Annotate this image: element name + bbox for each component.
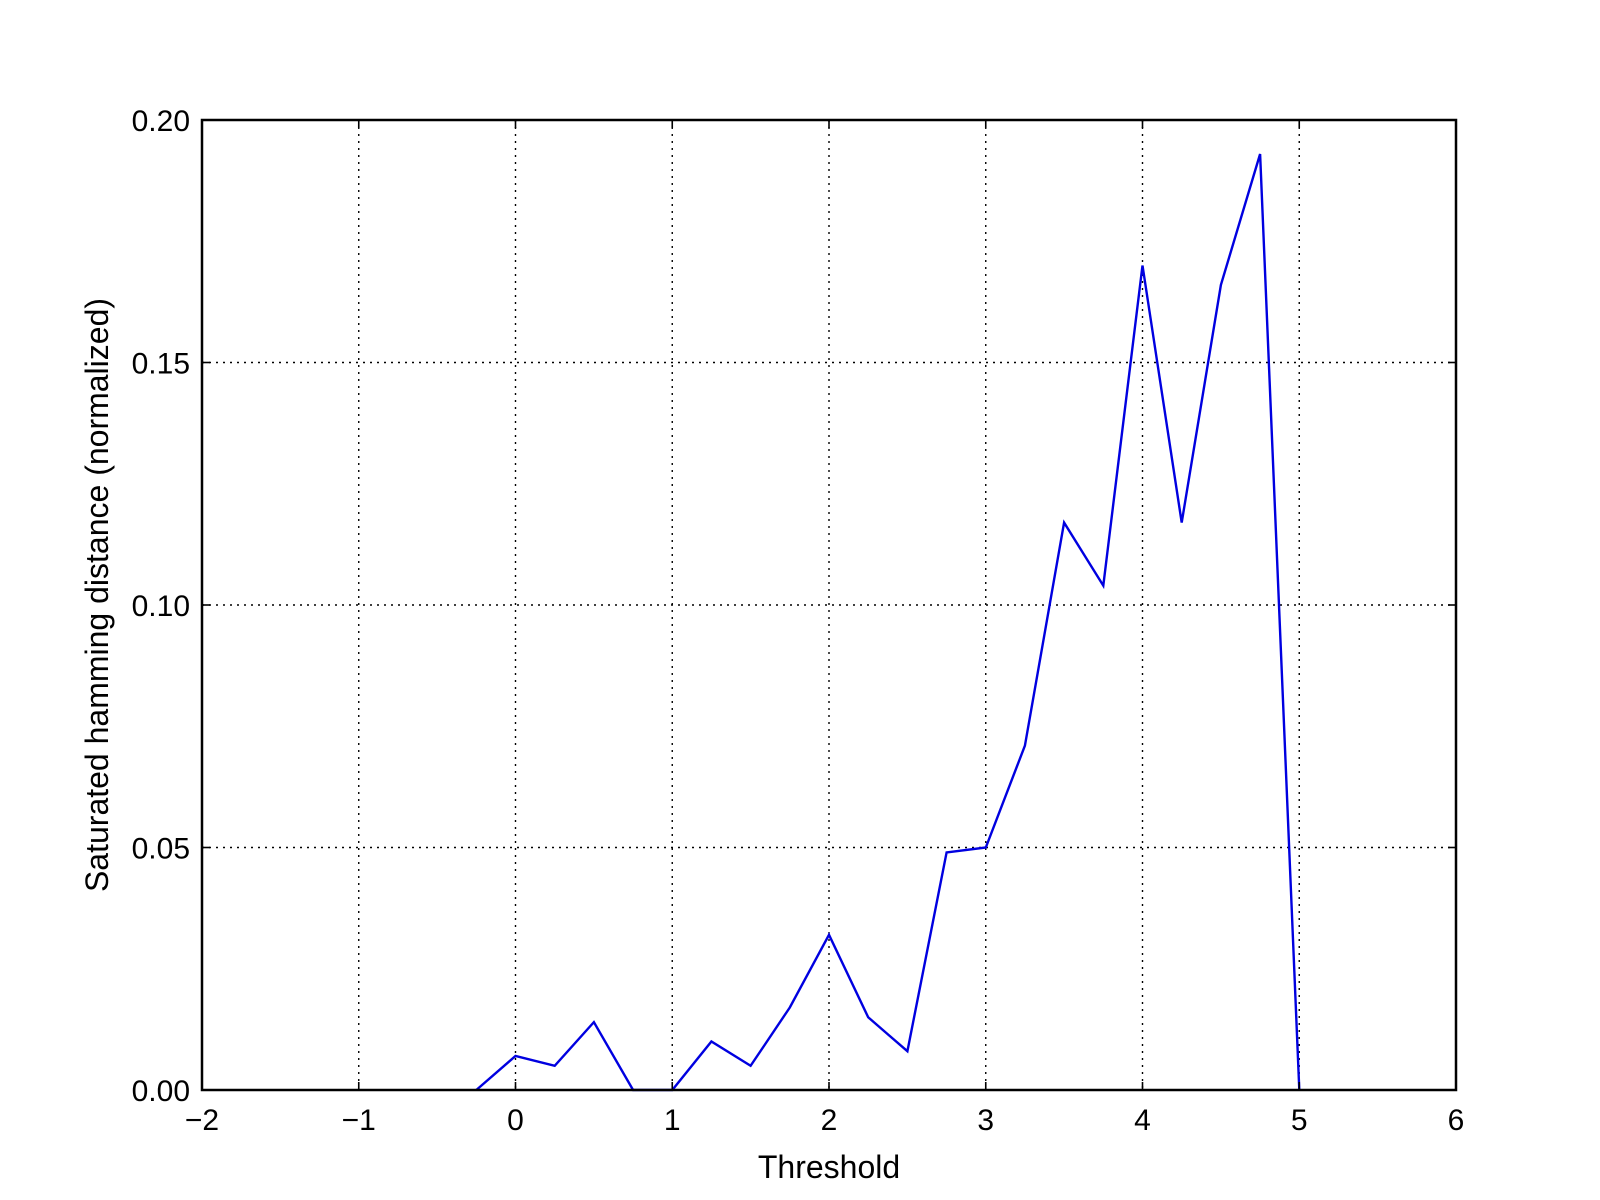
y-tick-label: 0.05: [132, 833, 190, 866]
x-tick-label: 0: [507, 1104, 524, 1137]
y-tick-label: 0.20: [132, 105, 190, 138]
x-tick-label: 3: [977, 1104, 994, 1137]
x-tick-label: −1: [342, 1104, 376, 1137]
y-axis-title: Saturated hamming distance (normalized): [79, 298, 115, 892]
x-tick-label: 5: [1291, 1104, 1308, 1137]
y-tick-label: 0.10: [132, 590, 190, 623]
gridlines: [202, 120, 1456, 1090]
x-tick-label: 6: [1448, 1104, 1465, 1137]
y-tick-label: 0.00: [132, 1075, 190, 1108]
y-tick-label: 0.15: [132, 348, 190, 381]
axis-ticks: [201, 119, 1457, 1091]
x-tick-label: 1: [664, 1104, 681, 1137]
x-tick-label: 2: [821, 1104, 838, 1137]
x-tick-label: 4: [1134, 1104, 1151, 1137]
series-line: [475, 153, 1301, 1092]
tick-labels: −2 −1 0 1 2 3 4 5 6 0.00 0.05 0.10 0.15 0.20: [132, 105, 1465, 1137]
x-axis-title: Threshold: [758, 1149, 900, 1185]
x-tick-label: −2: [185, 1104, 219, 1137]
series-layer: [475, 153, 1301, 1092]
